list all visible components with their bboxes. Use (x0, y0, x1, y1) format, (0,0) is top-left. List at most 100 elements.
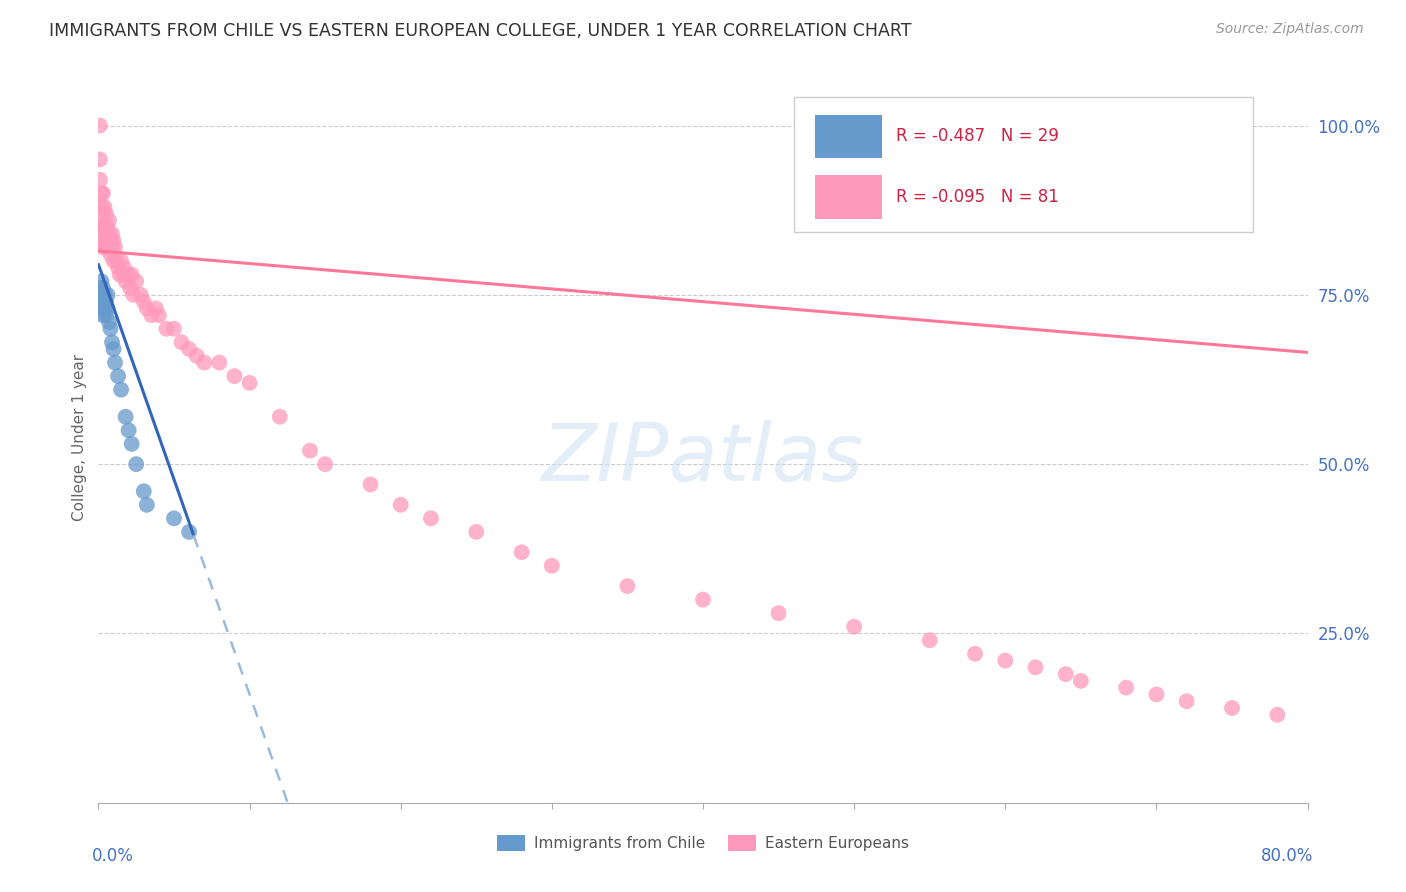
Point (96, 288, 118, 302)
Point (93, 288, 115, 302)
Point (112, 260, 135, 275)
Point (224, 369, 246, 384)
Point (269, 409, 291, 424)
Point (96, 234, 118, 248)
Point (89, 281, 111, 295)
Point (96, 301, 118, 316)
Point (103, 254, 125, 268)
Point (314, 457, 336, 471)
Point (135, 301, 157, 316)
Point (89, 172, 111, 186)
Point (90, 301, 112, 316)
Point (110, 254, 132, 268)
Point (148, 308, 170, 322)
Point (1175, 694, 1198, 708)
Point (132, 484, 155, 499)
Point (121, 437, 143, 451)
Text: R = -0.487   N = 29: R = -0.487 N = 29 (897, 128, 1059, 145)
Point (132, 294, 155, 309)
Point (1267, 707, 1289, 722)
Point (93, 220, 115, 235)
Point (118, 423, 141, 437)
Point (91, 308, 114, 322)
Point (1024, 660, 1046, 674)
Point (918, 633, 941, 648)
Point (101, 240, 124, 254)
Point (125, 274, 148, 288)
Point (114, 409, 136, 424)
Point (96, 220, 118, 235)
Point (145, 301, 167, 316)
Text: IMMIGRANTS FROM CHILE VS EASTERN EUROPEAN COLLEGE, UNDER 1 YEAR CORRELATION CHAR: IMMIGRANTS FROM CHILE VS EASTERN EUROPEA… (49, 22, 911, 40)
Point (1115, 681, 1137, 695)
Point (844, 620, 866, 634)
Point (163, 322, 186, 336)
Bar (815, 176, 882, 219)
Point (89, 119, 111, 133)
Point (90, 288, 112, 302)
Point (100, 234, 122, 248)
Point (360, 477, 382, 491)
Point (91, 294, 114, 309)
Point (105, 254, 128, 268)
Point (179, 342, 201, 356)
Point (101, 227, 124, 241)
Point (98, 315, 121, 329)
Point (90, 186, 112, 201)
Point (98, 213, 121, 227)
Point (91, 186, 114, 201)
Point (1144, 688, 1167, 702)
Point (692, 592, 714, 607)
Point (103, 342, 125, 356)
Point (208, 355, 231, 369)
Point (118, 268, 141, 282)
Point (163, 511, 186, 525)
Point (91, 281, 114, 295)
Point (94, 227, 117, 241)
Point (89, 294, 111, 309)
Point (90, 274, 112, 288)
Point (104, 240, 127, 254)
Point (121, 268, 143, 282)
Point (170, 335, 193, 350)
Text: Source: ZipAtlas.com: Source: ZipAtlas.com (1216, 22, 1364, 37)
Text: 80.0%: 80.0% (1261, 847, 1313, 864)
Point (120, 281, 142, 295)
Point (239, 376, 262, 390)
Point (540, 558, 562, 573)
Point (91, 240, 114, 254)
Point (94, 308, 117, 322)
Point (107, 260, 129, 275)
Point (93, 234, 115, 248)
Point (1054, 667, 1077, 681)
Point (965, 647, 987, 661)
Point (100, 322, 122, 336)
Point (94, 294, 117, 309)
Text: R = -0.095   N = 81: R = -0.095 N = 81 (897, 188, 1059, 206)
Point (135, 498, 157, 512)
Point (89, 153, 111, 167)
Point (98, 227, 121, 241)
Point (129, 288, 152, 302)
Point (93, 301, 115, 316)
FancyBboxPatch shape (793, 97, 1253, 232)
Legend: Immigrants from Chile, Eastern Europeans: Immigrants from Chile, Eastern Europeans (491, 830, 915, 857)
Point (104, 355, 127, 369)
Point (114, 274, 136, 288)
Point (193, 355, 215, 369)
Point (91, 206, 114, 220)
Text: 0.0%: 0.0% (93, 847, 134, 864)
Point (510, 545, 533, 559)
Point (179, 524, 201, 539)
Point (90, 200, 112, 214)
Point (155, 322, 177, 336)
Point (110, 383, 132, 397)
Point (100, 247, 122, 261)
Point (125, 457, 148, 471)
Point (103, 234, 125, 248)
Point (91, 220, 114, 235)
Point (94, 206, 117, 220)
Point (90, 234, 112, 248)
Point (299, 443, 322, 458)
Point (122, 288, 145, 302)
